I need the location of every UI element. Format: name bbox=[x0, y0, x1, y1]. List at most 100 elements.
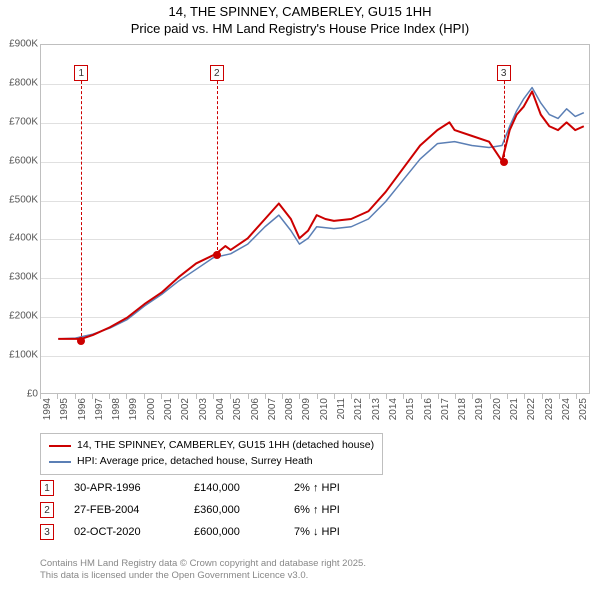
event-row: 1 30-APR-1996 £140,000 2% ↑ HPI bbox=[40, 480, 384, 496]
x-tick-label: 2007 bbox=[267, 398, 278, 428]
x-tick-label: 1994 bbox=[42, 398, 53, 428]
legend-label: 14, THE SPINNEY, CAMBERLEY, GU15 1HH (de… bbox=[77, 438, 374, 454]
y-tick-label: £400K bbox=[0, 233, 38, 244]
y-tick-label: £600K bbox=[0, 155, 38, 166]
x-tick-label: 2020 bbox=[492, 398, 503, 428]
x-tick-label: 2001 bbox=[163, 398, 174, 428]
x-tick-mark bbox=[40, 394, 41, 399]
x-tick-mark bbox=[92, 394, 93, 399]
marker-dot bbox=[77, 337, 85, 345]
y-tick-label: £700K bbox=[0, 116, 38, 127]
x-tick-mark bbox=[438, 394, 439, 399]
x-tick-mark bbox=[282, 394, 283, 399]
legend-swatch bbox=[49, 445, 71, 447]
x-tick-mark bbox=[75, 394, 76, 399]
event-pct: 6% ↑ HPI bbox=[294, 504, 384, 516]
x-tick-label: 1997 bbox=[94, 398, 105, 428]
y-tick-label: £100K bbox=[0, 350, 38, 361]
x-tick-mark bbox=[576, 394, 577, 399]
marker-vline bbox=[504, 81, 505, 162]
legend-item: HPI: Average price, detached house, Surr… bbox=[49, 454, 374, 470]
x-tick-label: 2004 bbox=[215, 398, 226, 428]
x-tick-label: 2005 bbox=[232, 398, 243, 428]
marker-dot bbox=[213, 251, 221, 259]
x-tick-mark bbox=[161, 394, 162, 399]
event-row: 2 27-FEB-2004 £360,000 6% ↑ HPI bbox=[40, 502, 384, 518]
y-tick-label: £900K bbox=[0, 39, 38, 50]
x-tick-mark bbox=[490, 394, 491, 399]
x-tick-label: 2000 bbox=[146, 398, 157, 428]
footer-line1: Contains HM Land Registry data © Crown c… bbox=[40, 558, 366, 570]
x-tick-label: 2016 bbox=[423, 398, 434, 428]
x-tick-label: 1998 bbox=[111, 398, 122, 428]
x-tick-label: 2024 bbox=[561, 398, 572, 428]
x-tick-label: 2017 bbox=[440, 398, 451, 428]
marker-label-3: 3 bbox=[497, 65, 511, 81]
event-price: £600,000 bbox=[194, 526, 274, 538]
x-tick-label: 1996 bbox=[77, 398, 88, 428]
event-marker: 1 bbox=[40, 480, 54, 496]
marker-dot bbox=[500, 158, 508, 166]
events-table: 1 30-APR-1996 £140,000 2% ↑ HPI 2 27-FEB-2004… bbox=[40, 480, 384, 546]
x-tick-label: 2009 bbox=[301, 398, 312, 428]
x-tick-label: 2021 bbox=[509, 398, 520, 428]
legend-swatch bbox=[49, 461, 71, 463]
event-marker: 2 bbox=[40, 502, 54, 518]
x-tick-mark bbox=[369, 394, 370, 399]
x-tick-mark bbox=[542, 394, 543, 399]
marker-label-1: 1 bbox=[74, 65, 88, 81]
x-tick-label: 2025 bbox=[578, 398, 589, 428]
event-row: 302-OCT-2020£600,0007% ↓ HPI bbox=[40, 524, 384, 540]
x-tick-label: 2008 bbox=[284, 398, 295, 428]
x-tick-label: 1999 bbox=[128, 398, 139, 428]
footer-attribution: Contains HM Land Registry data © Crown c… bbox=[40, 558, 366, 582]
x-tick-label: 2015 bbox=[405, 398, 416, 428]
marker-vline bbox=[81, 81, 82, 341]
x-tick-mark bbox=[317, 394, 318, 399]
x-tick-label: 2012 bbox=[353, 398, 364, 428]
x-tick-label: 2010 bbox=[319, 398, 330, 428]
x-tick-mark bbox=[144, 394, 145, 399]
event-date: 30-APR-1996 bbox=[74, 482, 174, 494]
series-line bbox=[58, 91, 584, 338]
y-tick-label: £800K bbox=[0, 77, 38, 88]
x-tick-mark bbox=[559, 394, 560, 399]
y-tick-label: £300K bbox=[0, 272, 38, 283]
event-pct: 7% ↓ HPI bbox=[294, 526, 384, 538]
event-price: £140,000 bbox=[194, 482, 274, 494]
legend-item: 14, THE SPINNEY, CAMBERLEY, GU15 1HH (de… bbox=[49, 438, 374, 454]
x-tick-mark bbox=[213, 394, 214, 399]
event-pct: 2% ↑ HPI bbox=[294, 482, 384, 494]
footer-line2: This data is licensed under the Open Gov… bbox=[40, 570, 366, 582]
x-tick-mark bbox=[334, 394, 335, 399]
x-tick-label: 2002 bbox=[180, 398, 191, 428]
marker-label-2: 2 bbox=[210, 65, 224, 81]
event-marker: 3 bbox=[40, 524, 54, 540]
event-date: 27-FEB-2004 bbox=[74, 504, 174, 516]
x-tick-mark bbox=[455, 394, 456, 399]
legend-box: 14, THE SPINNEY, CAMBERLEY, GU15 1HH (de… bbox=[40, 433, 383, 475]
x-tick-label: 1995 bbox=[59, 398, 70, 428]
x-tick-label: 2014 bbox=[388, 398, 399, 428]
y-tick-label: £0 bbox=[0, 389, 38, 400]
x-tick-mark bbox=[386, 394, 387, 399]
x-tick-label: 2011 bbox=[336, 398, 347, 428]
chart-container: 14, THE SPINNEY, CAMBERLEY, GU15 1HH Pri… bbox=[0, 0, 600, 590]
title-address: 14, THE SPINNEY, CAMBERLEY, GU15 1HH bbox=[0, 4, 600, 21]
title-block: 14, THE SPINNEY, CAMBERLEY, GU15 1HH Pri… bbox=[0, 0, 600, 38]
plot-area: 1 2 3 bbox=[40, 44, 590, 394]
marker-vline bbox=[217, 81, 218, 255]
x-tick-label: 2022 bbox=[526, 398, 537, 428]
x-tick-label: 2013 bbox=[371, 398, 382, 428]
x-tick-label: 2018 bbox=[457, 398, 468, 428]
title-subtitle: Price paid vs. HM Land Registry's House … bbox=[0, 21, 600, 38]
x-tick-label: 2023 bbox=[544, 398, 555, 428]
legend-label: HPI: Average price, detached house, Surr… bbox=[77, 454, 313, 470]
x-tick-label: 2006 bbox=[250, 398, 261, 428]
x-tick-mark bbox=[196, 394, 197, 399]
event-price: £360,000 bbox=[194, 504, 274, 516]
series-line bbox=[58, 88, 584, 339]
y-tick-label: £200K bbox=[0, 311, 38, 322]
x-tick-mark bbox=[421, 394, 422, 399]
x-tick-mark bbox=[507, 394, 508, 399]
